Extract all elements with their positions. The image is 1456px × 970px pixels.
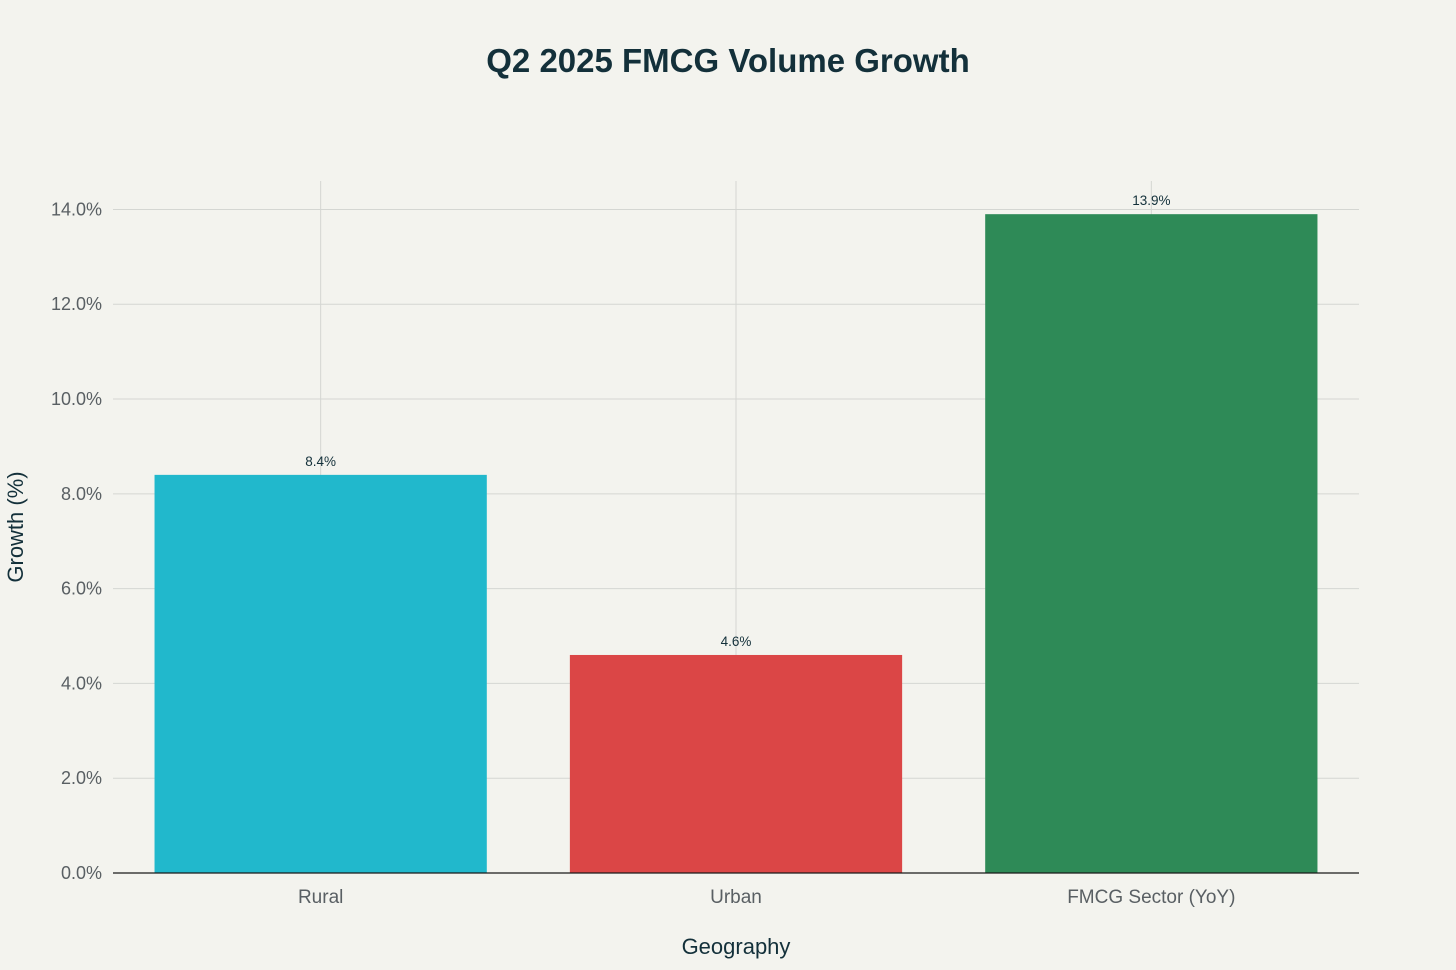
x-tick-label: FMCG Sector (YoY) (1067, 887, 1235, 908)
bar-value-label: 8.4% (305, 454, 336, 469)
data-labels: 8.4% 4.6% 13.9% (305, 193, 1170, 649)
bar-fmcg-sector-yoy (985, 214, 1318, 873)
y-tick-label: 4.0% (61, 673, 102, 693)
y-tick-labels: 0.0% 2.0% 4.0% 6.0% 8.0% 10.0% 12.0% 14.0% (51, 199, 102, 883)
bar-value-label: 4.6% (721, 634, 752, 649)
chart-title: Q2 2025 FMCG Volume Growth (486, 42, 969, 79)
y-tick-label: 14.0% (51, 199, 102, 219)
x-axis-title: Geography (682, 934, 791, 959)
y-tick-label: 8.0% (61, 484, 102, 504)
bar-urban (569, 654, 903, 873)
y-tick-label: 10.0% (51, 389, 102, 409)
bar-rural (154, 474, 487, 873)
y-tick-label: 2.0% (61, 768, 102, 788)
bar-value-label: 13.9% (1132, 193, 1170, 208)
y-axis-title: Growth (%) (3, 471, 28, 582)
x-tick-label: Urban (710, 887, 762, 908)
y-tick-label: 0.0% (61, 863, 102, 883)
bar-layer (154, 214, 1318, 873)
x-tick-label: Rural (298, 887, 343, 908)
y-tick-label: 12.0% (51, 294, 102, 314)
y-tick-label: 6.0% (61, 579, 102, 599)
x-tick-labels: Rural Urban FMCG Sector (YoY) (298, 887, 1235, 908)
